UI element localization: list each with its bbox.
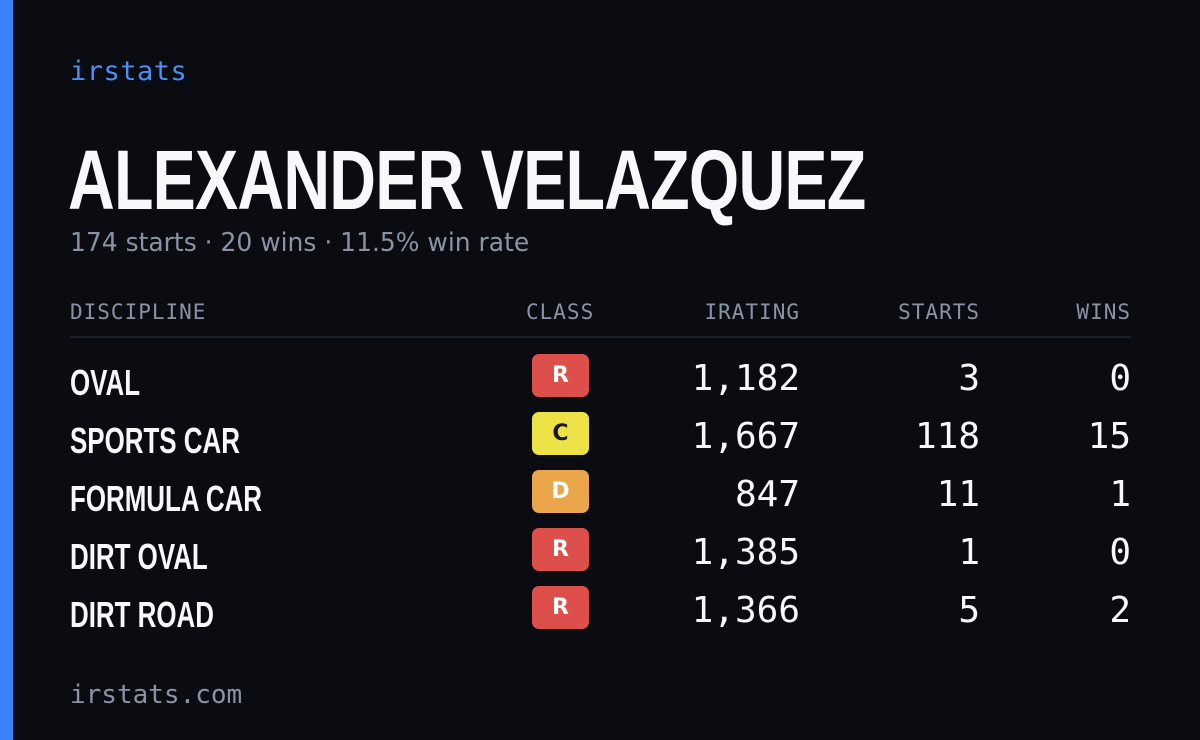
starts-value: 3 xyxy=(958,358,980,399)
irating-value: 1,385 xyxy=(691,532,800,573)
discipline-name: DIRT OVAL xyxy=(70,536,208,577)
accent-bar xyxy=(0,0,13,740)
class-badge: R xyxy=(532,586,589,629)
driver-summary: 174 starts · 20 wins · 11.5% win rate xyxy=(70,228,530,258)
stats-table: DISCIPLINE CLASS IRATING STARTS WINS OVA… xyxy=(70,298,1131,644)
driver-name: ALEXANDER VELAZQUEZ xyxy=(68,133,866,227)
table-row: SPORTS CAR C 1,667 118 15 xyxy=(70,412,1131,470)
wins-value: 1 xyxy=(1109,474,1131,515)
discipline-name: FORMULA CAR xyxy=(70,478,262,519)
table-row: DIRT ROAD R 1,366 5 2 xyxy=(70,586,1131,644)
irating-value: 1,182 xyxy=(691,358,800,399)
brand-logo-text: irstats xyxy=(70,56,188,87)
table-row: OVAL R 1,182 3 0 xyxy=(70,354,1131,412)
wins-value: 15 xyxy=(1087,416,1131,457)
discipline-name: SPORTS CAR xyxy=(70,420,240,461)
class-badge: R xyxy=(532,354,589,397)
discipline-name: DIRT ROAD xyxy=(70,594,214,635)
wins-value: 2 xyxy=(1109,590,1131,631)
irating-value: 1,667 xyxy=(691,416,800,457)
irating-value: 1,366 xyxy=(691,590,800,631)
starts-value: 118 xyxy=(914,416,980,457)
table-body: OVAL R 1,182 3 0 SPORTS CAR C 1,667 118 … xyxy=(70,354,1131,644)
table-row: DIRT OVAL R 1,385 1 0 xyxy=(70,528,1131,586)
table-row: FORMULA CAR D 847 11 1 xyxy=(70,470,1131,528)
class-badge: R xyxy=(532,528,589,571)
header-discipline: DISCIPLINE xyxy=(70,300,207,324)
class-badge: D xyxy=(532,470,589,513)
starts-value: 5 xyxy=(958,590,980,631)
discipline-name: OVAL xyxy=(70,362,141,403)
header-starts: STARTS xyxy=(898,300,980,324)
table-header: DISCIPLINE CLASS IRATING STARTS WINS xyxy=(70,298,1131,338)
class-badge: C xyxy=(532,412,589,455)
header-wins: WINS xyxy=(1076,300,1131,324)
wins-value: 0 xyxy=(1109,358,1131,399)
irating-value: 847 xyxy=(734,474,800,515)
starts-value: 11 xyxy=(936,474,980,515)
header-irating: IRATING xyxy=(704,300,800,324)
starts-value: 1 xyxy=(958,532,980,573)
wins-value: 0 xyxy=(1109,532,1131,573)
header-class: CLASS xyxy=(526,300,595,324)
footer-url: irstats.com xyxy=(70,680,243,710)
